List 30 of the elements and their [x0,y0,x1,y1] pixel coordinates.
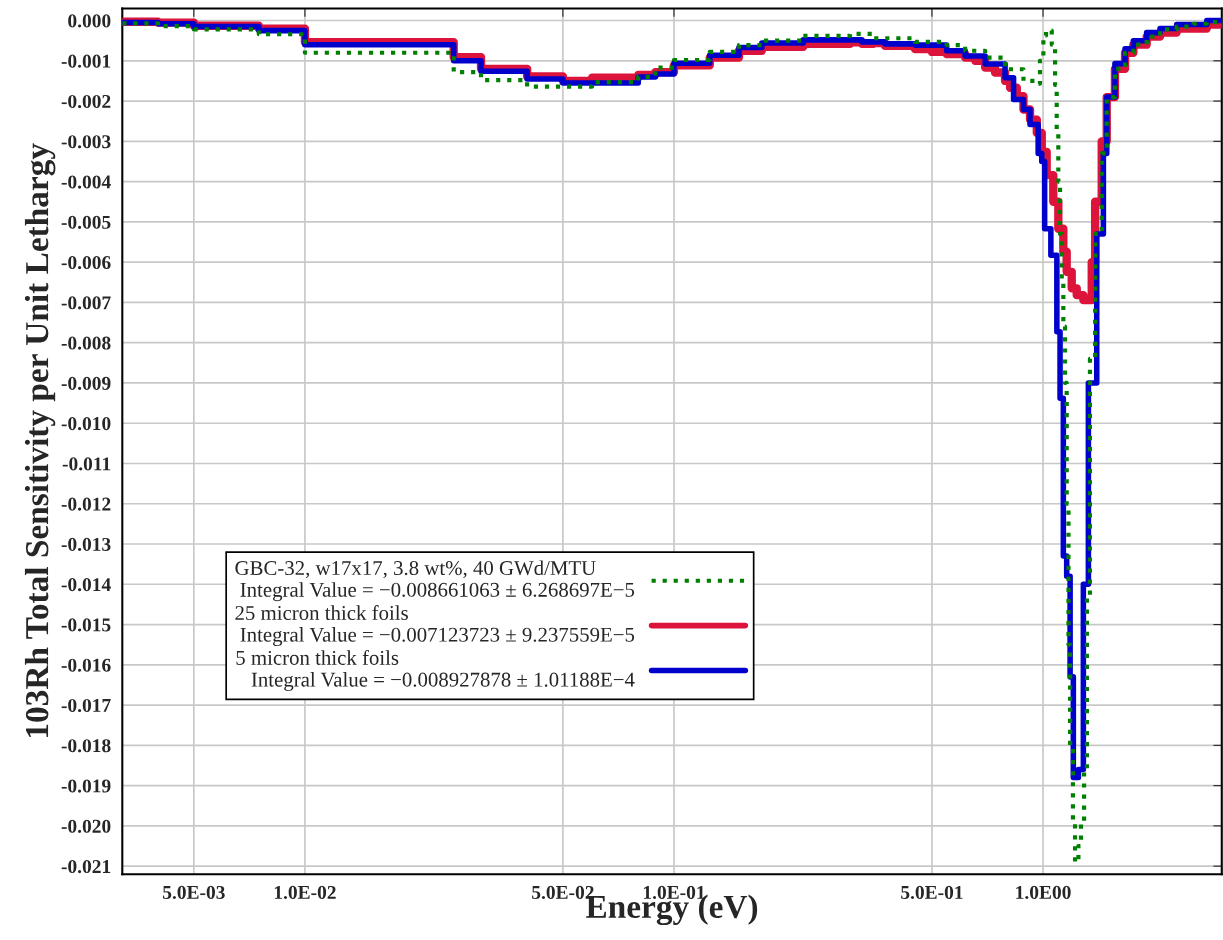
y-tick-label: -0.011 [62,457,111,471]
y-tick-label: -0.020 [61,819,111,833]
y-tick-label: -0.007 [61,296,111,310]
y-tick-label: -0.010 [61,417,111,431]
x-tick-label: 1.0E00 [1016,885,1071,900]
legend-label: 5 micron thick foils Integral Value = −0.008927878 ± 1.01188E−4 [236,650,635,691]
y-tick-label: 0.000 [68,14,111,28]
y-tick-label: -0.005 [61,215,111,229]
y-tick-label: -0.018 [61,739,111,753]
y-tick-label: -0.008 [61,336,111,350]
y-axis-title: 103Rh Total Sensitivity per Unit Lethargy [24,143,56,738]
y-tick-label: -0.021 [61,859,111,874]
y-tick-label: -0.015 [61,618,111,632]
y-tick-label: -0.004 [61,175,111,189]
legend-label: 25 micron thick foils Integral Value = −0.007123723 ± 9.237559E−5 [235,605,635,647]
y-tick-label: -0.006 [61,255,111,270]
y-tick-label: -0.009 [61,376,111,390]
x-tick-label: 1.0E-02 [274,885,336,900]
y-tick-label: -0.016 [61,658,111,672]
x-tick-label: 5.0E-03 [163,885,225,900]
x-tick-label: 5.0E-01 [901,885,963,900]
y-tick-label: -0.001 [61,54,111,68]
y-tick-label: -0.019 [61,779,111,793]
y-tick-label: -0.012 [61,497,111,511]
y-tick-label: -0.017 [61,698,111,713]
y-tick-label: -0.013 [61,537,111,552]
y-tick-label: -0.002 [61,94,111,109]
legend-label: GBC-32, w17x17, 3.8 wt%, 40 GWd/MTU Integral Value = −0.008661063 ± 6.268697E−5 [235,560,635,602]
y-tick-label: -0.003 [61,135,111,149]
y-tick-label: -0.014 [61,578,111,592]
